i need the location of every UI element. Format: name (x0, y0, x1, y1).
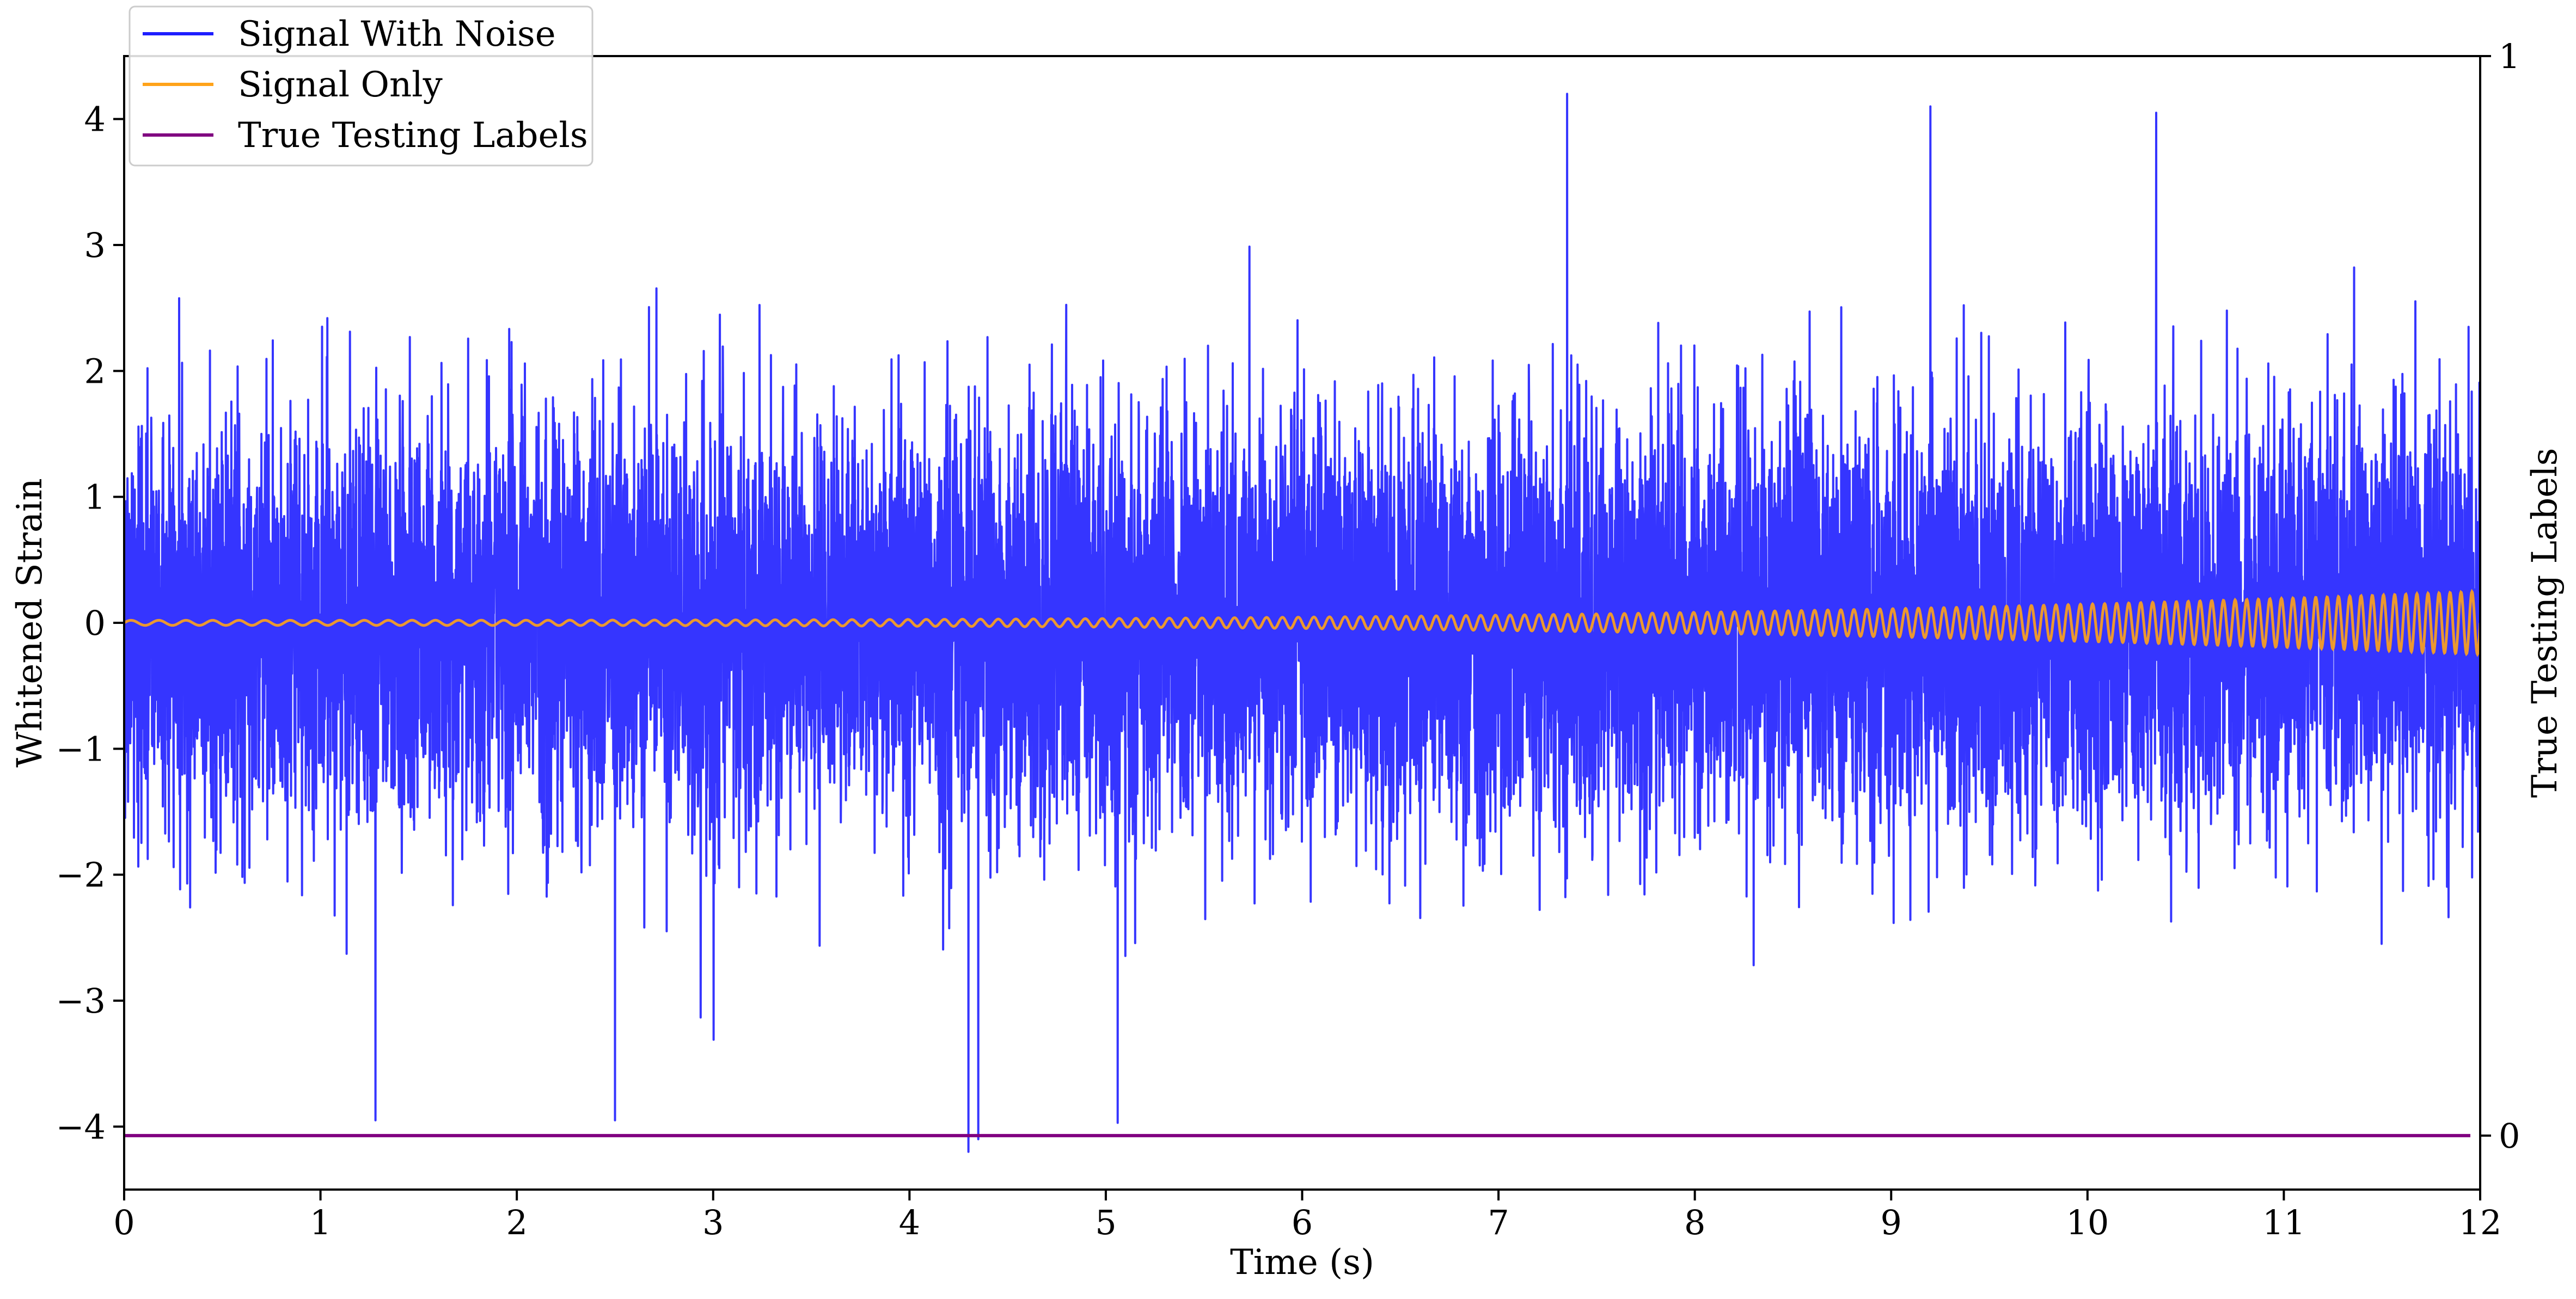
legend-entry-label: Signal Only (238, 65, 443, 105)
x-tick-label: 4 (899, 1203, 920, 1242)
x-axis-label: Time (s) (1230, 1242, 1374, 1283)
y-tick-label: 2 (84, 351, 106, 391)
y-tick-label: 4 (84, 100, 106, 139)
plot-area (124, 93, 2480, 1153)
legend-entry-label: True Testing Labels (238, 115, 588, 156)
legend-entry-label: Signal With Noise (238, 14, 556, 54)
x-tick-label: 7 (1488, 1203, 1509, 1242)
y-tick-label: −3 (56, 981, 106, 1021)
series-signal-only-line (124, 589, 2480, 657)
x-tick-label: 11 (2262, 1203, 2305, 1242)
legend-box (129, 5, 593, 167)
y-tick-label: 3 (84, 225, 106, 265)
y-axis-label: Whitened Strain (10, 478, 50, 767)
x-tick-label: 9 (1881, 1203, 1902, 1242)
x-tick-label: 6 (1292, 1203, 1313, 1242)
legend: Signal With Noise Signal Only True Testing… (129, 5, 593, 167)
x-tick-label: 8 (1684, 1203, 1705, 1242)
y-tick-label: 1 (84, 477, 106, 517)
y2-tick-label: 0 (2499, 1116, 2520, 1156)
x-tick-label: 5 (1095, 1203, 1116, 1242)
x-tick-label: 0 (113, 1203, 134, 1242)
x-tick-label: 2 (506, 1203, 527, 1242)
x-tick-label: 3 (702, 1203, 724, 1242)
y-tick-label: −1 (56, 729, 106, 769)
x-tick-label: 10 (2066, 1203, 2109, 1242)
series-signal-with-noise-line (124, 93, 2480, 1153)
x-tick-label: 1 (310, 1203, 331, 1242)
y2-axis-label: True Testing Labels (2525, 448, 2565, 798)
x-tick-label: 12 (2459, 1203, 2502, 1242)
y-tick-label: 0 (84, 603, 106, 643)
y-tick-label: −4 (56, 1107, 106, 1147)
y2-tick-label: 1 (2499, 36, 2520, 76)
y-tick-label: −2 (56, 855, 106, 895)
